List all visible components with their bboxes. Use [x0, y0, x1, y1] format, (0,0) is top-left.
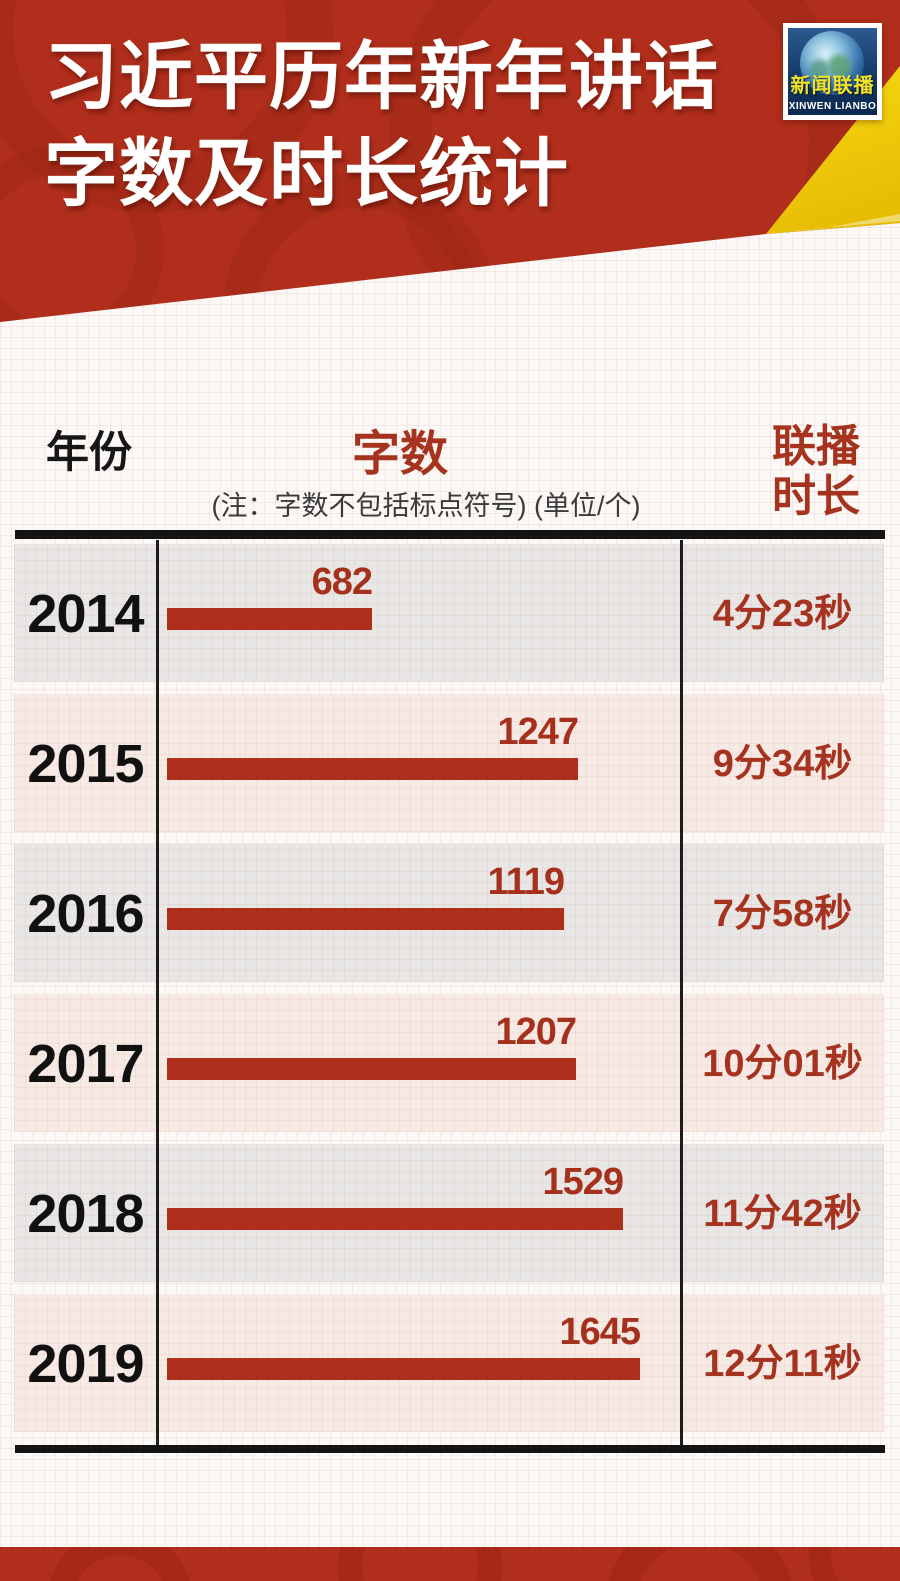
year-label: 2016 — [27, 884, 144, 944]
year-label: 2014 — [27, 584, 144, 644]
table-row: 2017 1207 10分01秒 — [14, 994, 884, 1132]
footer-swirl-pattern — [50, 1547, 840, 1581]
year-label: 2015 — [27, 734, 144, 794]
column-header-word-count: 字数 — [352, 428, 449, 481]
word-count-value: 1119 — [487, 861, 565, 903]
logo-name-en: XINWEN LIANBO — [788, 101, 877, 112]
table-row: 2018 1529 11分42秒 — [14, 1144, 884, 1282]
table-row: 2015 1247 9分34秒 — [14, 694, 884, 832]
column-header-duration: 联播 时长 — [756, 422, 876, 522]
duration-value: 11分42秒 — [703, 1193, 862, 1235]
table-row: 2016 1119 7分58秒 — [14, 844, 884, 982]
logo-name-cn: 新闻联播 — [790, 75, 875, 97]
column-divider-right — [680, 540, 683, 1445]
duration-value: 10分01秒 — [702, 1043, 863, 1085]
word-count-bar — [167, 608, 372, 630]
header-red-background — [0, 0, 900, 322]
word-count-note: (注：字数不包括标点符号) (单位/个) — [211, 491, 641, 521]
word-count-value: 1207 — [495, 1011, 577, 1053]
duration-value: 4分23秒 — [712, 593, 853, 635]
word-count-bar — [167, 908, 564, 930]
duration-value: 7分58秒 — [712, 893, 853, 935]
column-header-duration-line1: 联播 — [772, 422, 860, 471]
word-count-value: 1247 — [497, 711, 579, 753]
word-count-bar — [167, 1358, 640, 1380]
word-count-value: 1645 — [559, 1311, 641, 1353]
word-count-value: 682 — [311, 561, 373, 603]
year-label: 2019 — [27, 1334, 144, 1394]
title-line-2: 字数及时长统计 — [44, 132, 569, 215]
header-divider-rule — [15, 530, 885, 539]
year-label: 2018 — [27, 1184, 144, 1244]
word-count-bar — [167, 1058, 576, 1080]
page-title: 习近平历年新年讲话 字数及时长统计 — [44, 28, 804, 222]
title-line-1: 习近平历年新年讲话 — [44, 35, 719, 118]
word-count-bar — [167, 1208, 623, 1230]
year-label: 2017 — [27, 1034, 144, 1094]
column-divider-left — [156, 540, 159, 1445]
table-row: 2014 682 4分23秒 — [14, 544, 884, 682]
word-count-bar — [167, 758, 578, 780]
duration-value: 12分11秒 — [703, 1343, 862, 1385]
column-header-duration-line2: 时长 — [772, 472, 860, 521]
column-header-year: 年份 — [46, 429, 132, 477]
footer-divider-rule — [15, 1445, 885, 1453]
word-count-value: 1529 — [542, 1161, 624, 1203]
news-program-logo: 新闻联播 XINWEN LIANBO — [783, 23, 882, 120]
table-row: 2019 1645 12分11秒 — [14, 1294, 884, 1432]
footer-band — [0, 1547, 900, 1581]
earth-globe-icon — [800, 31, 864, 95]
duration-value: 9分34秒 — [712, 743, 853, 785]
